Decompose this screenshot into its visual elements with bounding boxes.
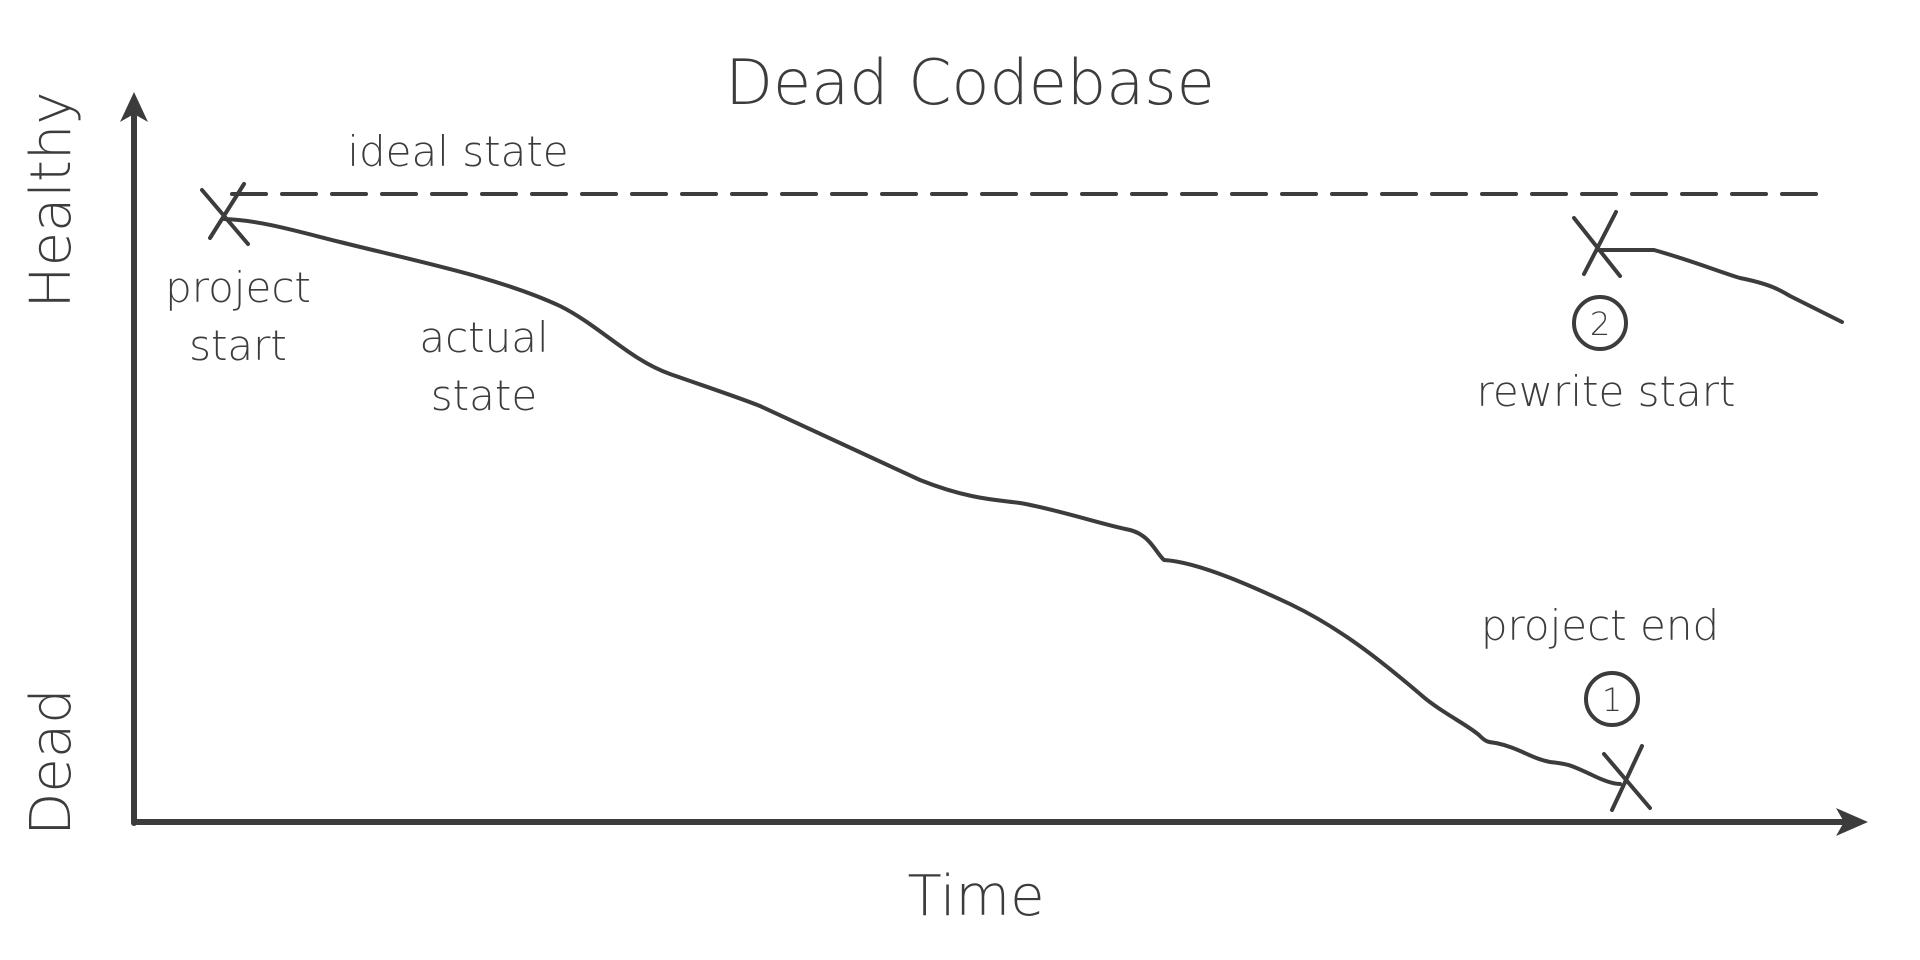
marker-2-number: 2 [1590,305,1610,343]
y-axis [120,92,148,826]
marker-1-circle [1584,671,1640,727]
x-axis-label: Time [907,864,1044,929]
y-axis-arrowhead [120,92,148,122]
marker-1-number: 1 [1602,681,1622,719]
project-start-marker [200,182,250,246]
rewrite-curve [1596,248,1844,324]
marker-2-circle [1572,295,1628,351]
project-start-label-line2: start [189,321,287,370]
actual-state-curve [222,217,1622,786]
rewrite-start-label: rewrite start [1477,367,1736,416]
x-axis-arrowhead [1836,808,1868,836]
project-start-label-line1: project [165,263,311,312]
y-axis-top-label: Healthy [19,91,84,308]
project-end-label: project end [1481,601,1719,650]
x-axis [131,808,1868,836]
start-x-mark-stroke-b [208,182,246,240]
end-x-mark-stroke-b [1610,744,1644,812]
actual-state-label-line1: actual [419,313,548,362]
y-axis-bottom-label: Dead [19,688,84,835]
ideal-state-label: ideal state [347,127,568,176]
project-end-marker [1602,744,1652,812]
rewrite-start-marker [1572,210,1622,278]
diagram-title: Dead Codebase [725,46,1214,119]
rewrite-x-mark-stroke-b [1582,210,1618,276]
actual-state-label-line2: state [431,371,537,420]
